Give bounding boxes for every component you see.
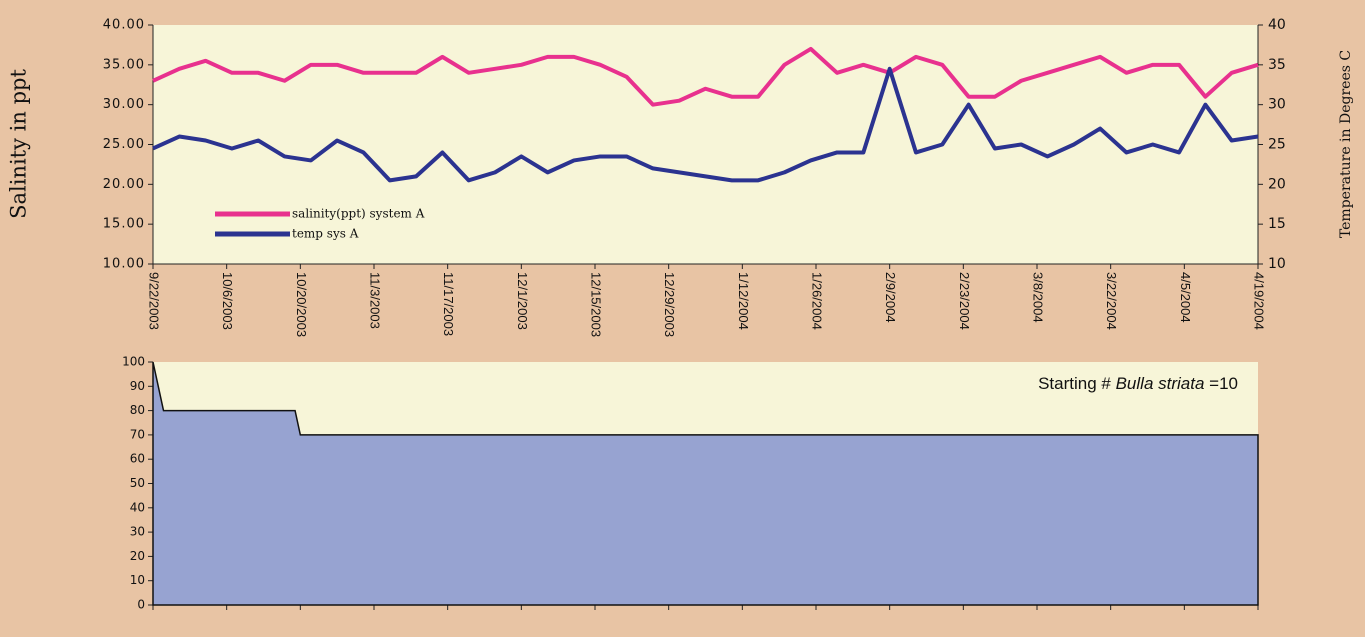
series-line: [152, 46, 1259, 107]
x-tick-label: 9/22/2003: [147, 272, 162, 330]
y-tick-label: 70: [130, 427, 145, 441]
x-tick-label: 2/9/2004: [883, 272, 898, 323]
series-line: [152, 66, 1259, 183]
x-tick-label: 11/17/2003: [441, 272, 456, 336]
y2-tick-label: 15: [1268, 216, 1286, 232]
y-tick-label: 100: [122, 355, 145, 369]
y-tick-label: 50: [130, 476, 145, 490]
x-tick-label: 11/3/2003: [368, 272, 383, 329]
y-axis-label: Salinity in ppt: [7, 69, 31, 219]
y2-axis-label: Temperature in Degrees C: [1338, 50, 1354, 238]
y2-tick-label: 25: [1268, 137, 1286, 153]
annotation-prefix: Starting #: [1038, 374, 1111, 393]
y2-tick-label: 10: [1268, 256, 1286, 272]
x-tick-label: 1/26/2004: [810, 272, 825, 330]
annotation-species: Bulla striata: [1116, 374, 1205, 393]
legend-label: salinity(ppt) system A: [292, 207, 425, 221]
y-tick-label: 40.00: [103, 18, 145, 33]
x-tick-label: 10/6/2003: [220, 272, 235, 330]
legend-label: temp sys A: [292, 227, 359, 241]
y-tick-label: 10: [130, 573, 145, 587]
y2-tick-label: 40: [1268, 17, 1286, 33]
x-tick-label: 3/22/2004: [1104, 272, 1119, 330]
x-tick-label: 12/1/2003: [515, 272, 530, 330]
y-tick-label: 0: [137, 598, 145, 612]
annotation: Starting # Bulla striata =10: [1038, 374, 1238, 393]
y-tick-label: 30: [130, 525, 145, 539]
x-tick-label: 2/23/2004: [957, 272, 972, 330]
y2-tick-label: 35: [1268, 57, 1286, 73]
y-tick-label: 30.00: [103, 97, 145, 112]
x-tick-label: 12/15/2003: [589, 272, 604, 337]
y-tick-label: 20: [130, 549, 145, 563]
x-tick-label: 1/12/2004: [736, 272, 751, 330]
x-tick-label: 3/8/2004: [1031, 272, 1046, 323]
y-tick-label: 35.00: [103, 57, 145, 72]
y2-tick-label: 30: [1268, 97, 1286, 113]
x-tick-label: 10/20/2003: [294, 272, 309, 337]
y-tick-label: 15.00: [103, 217, 145, 232]
x-tick-label: 4/19/2004: [1252, 272, 1267, 330]
y-tick-label: 10.00: [103, 257, 145, 272]
y-tick-label: 60: [130, 452, 145, 466]
y2-tick-label: 20: [1268, 176, 1286, 192]
area: [152, 361, 1259, 606]
y-tick-label: 20.00: [103, 177, 145, 192]
x-tick-label: 12/29/2003: [662, 272, 677, 337]
y-tick-label: 90: [130, 379, 145, 393]
y-tick-label: 40: [130, 500, 145, 514]
annotation-suffix: =10: [1209, 374, 1238, 393]
y-tick-label: 80: [130, 403, 145, 417]
y-tick-label: 25.00: [103, 137, 145, 152]
x-tick-label: 4/5/2004: [1178, 272, 1193, 323]
